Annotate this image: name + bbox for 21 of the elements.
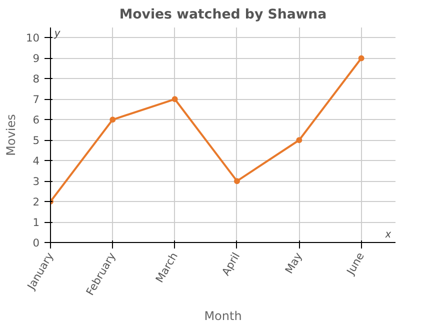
y-axis-title: Movies: [4, 114, 18, 156]
point: [234, 178, 240, 184]
point: [110, 116, 116, 123]
y-tick-label: 8: [32, 72, 40, 86]
y-tick-label: 2: [32, 196, 40, 209]
point: [172, 96, 178, 102]
annotation: y: [54, 28, 60, 40]
annotation: x: [384, 228, 392, 240]
chart-title: Movies watched by Shawna: [119, 8, 327, 22]
y-tick-label: 1: [32, 216, 40, 230]
x-axis-title: Month: [204, 308, 242, 323]
y-tick-label: 7: [32, 93, 40, 106]
y-tick-label: 6: [32, 114, 40, 127]
y-tick-label: 0: [32, 236, 40, 250]
y-tick-label: 9: [32, 52, 40, 66]
y-tick-label: 3: [32, 175, 40, 188]
y-tick-label: 4: [32, 154, 40, 168]
y-tick-label: 5: [32, 134, 40, 148]
point: [358, 55, 364, 62]
y-tick-label: 10: [26, 32, 40, 45]
point: [296, 137, 302, 144]
